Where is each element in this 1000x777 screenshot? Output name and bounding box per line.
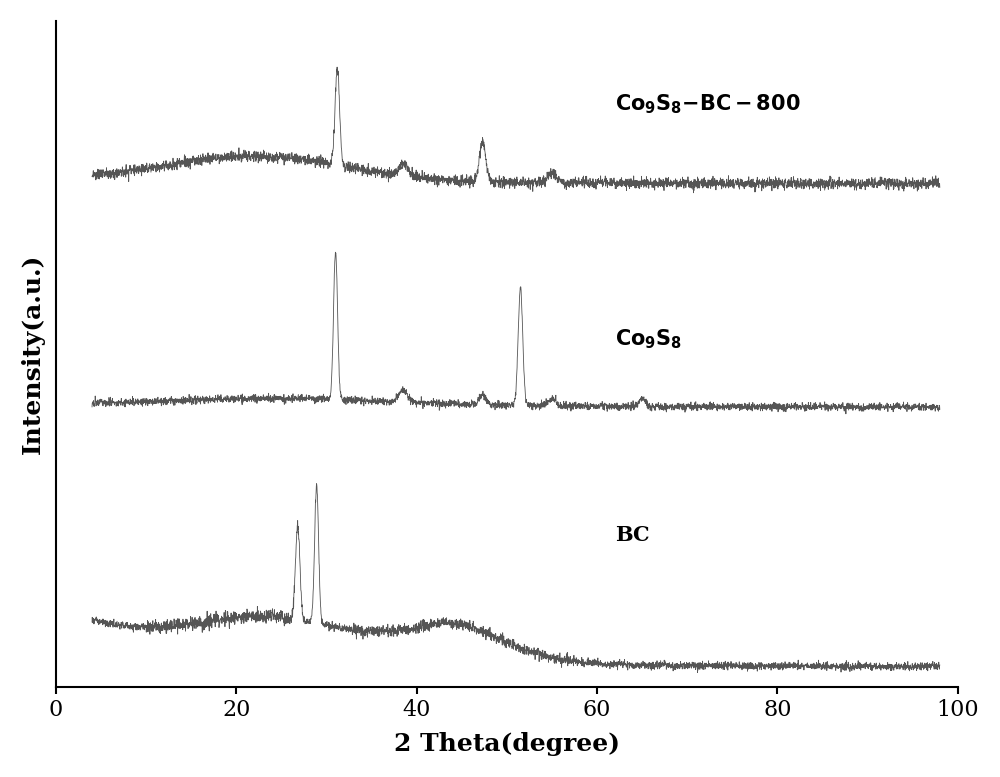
Y-axis label: Intensity(a.u.): Intensity(a.u.)	[21, 254, 45, 455]
X-axis label: 2 Theta(degree): 2 Theta(degree)	[394, 732, 620, 756]
Text: BC: BC	[615, 525, 650, 545]
Text: $\mathbf{Co_9S_8}$: $\mathbf{Co_9S_8}$	[615, 327, 682, 351]
Text: $\mathbf{Co_9S_8}$$\mathbf{-BC-800}$: $\mathbf{Co_9S_8}$$\mathbf{-BC-800}$	[615, 92, 801, 116]
